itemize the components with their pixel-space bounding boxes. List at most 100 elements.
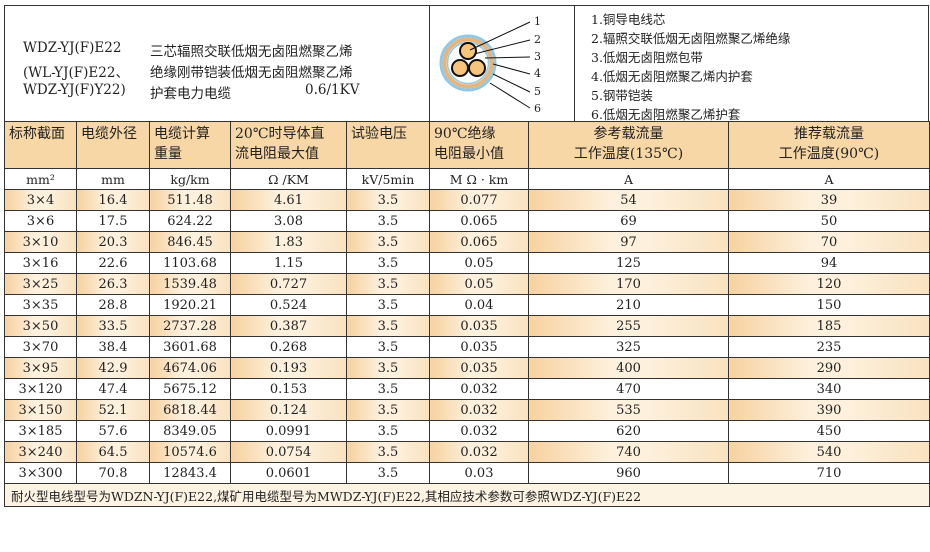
- table-cell: 3.5: [346, 252, 430, 274]
- table-row: 3×300 70.8 12843.4 0.0601 3.5 0.03 960 710: [4, 462, 930, 484]
- table-cell: 0.05: [429, 252, 529, 274]
- table-cell: 340: [728, 378, 930, 400]
- header-line: 重量: [154, 146, 182, 162]
- model-line: WDZ-YJ(F)Y22): [23, 82, 126, 98]
- table-row: 3×16 22.6 1103.68 1.15 3.5 0.05 125 94: [4, 252, 930, 274]
- table-cell: 1.83: [230, 231, 347, 253]
- table-cell: 22.6: [76, 252, 150, 274]
- table-cell: 0.032: [429, 441, 529, 463]
- description-line: 三芯辐照交联低烟无卤阻燃聚乙烯: [150, 44, 353, 60]
- table-cell: 6818.44: [149, 399, 231, 421]
- table-cell: 0.035: [429, 315, 529, 337]
- model-block: WDZ-YJ(F)E22 (WL-YJ(F)E22、 WDZ-YJ(F)Y22)…: [5, 6, 430, 122]
- unit-cell: M Ω · km: [429, 168, 529, 190]
- table-cell: 3.5: [346, 441, 430, 463]
- table-cell: 400: [528, 357, 729, 379]
- table-cell: 17.5: [76, 210, 150, 232]
- table-cell: 39: [728, 189, 930, 211]
- table-cell: 125: [528, 252, 729, 274]
- table-row: 3×240 64.5 10574.6 0.0754 3.5 0.032 740 540: [4, 441, 930, 463]
- callout-6: 6: [534, 102, 541, 115]
- column-header: 参考载流量 工作温度(135℃): [528, 121, 729, 169]
- unit-cell: Ω /KM: [230, 168, 347, 190]
- table-cell: 0.124: [230, 399, 347, 421]
- legend-item: 2.辐照交联低烟无卤阻燃聚乙烯绝缘: [591, 31, 791, 46]
- column-header: 标称截面: [4, 121, 77, 169]
- cable-cross-section-diagram: 1 2 3 4 5 6: [430, 6, 575, 122]
- table-cell: 0.04: [429, 294, 529, 316]
- table-cell: 290: [728, 357, 930, 379]
- table-cell: 3.5: [346, 315, 430, 337]
- legend-item: 6.低烟无卤阻燃聚乙烯护套: [591, 107, 741, 122]
- table-cell: 3.5: [346, 399, 430, 421]
- callout-4: 4: [534, 67, 541, 80]
- voltage-rating: 0.6/1KV: [305, 82, 360, 98]
- table-cell: 210: [528, 294, 729, 316]
- table-cell: 4.61: [230, 189, 347, 211]
- table-cell: 325: [528, 336, 729, 358]
- steel-armour: [442, 37, 494, 89]
- unit-cell: mm: [76, 168, 150, 190]
- table-cell: 3×120: [4, 378, 77, 400]
- table-cell: 3×95: [4, 357, 77, 379]
- table-cell: 3×150: [4, 399, 77, 421]
- table-cell: 70: [728, 231, 930, 253]
- table-cell: 50: [728, 210, 930, 232]
- callout-2: 2: [534, 33, 541, 46]
- table-cell: 150: [728, 294, 930, 316]
- table-cell: 26.3: [76, 273, 150, 295]
- table-cell: 3×25: [4, 273, 77, 295]
- table-cell: 2737.28: [149, 315, 231, 337]
- table-row: 3×6 17.5 624.22 3.08 3.5 0.065 69 50: [4, 210, 930, 232]
- footer-note: 耐火型电线型号为WDZN-YJ(F)E22,煤矿用电缆型号为MWDZ-YJ(F)…: [4, 483, 930, 507]
- table-cell: 3.08: [230, 210, 347, 232]
- table-row: 3×50 33.5 2737.28 0.387 3.5 0.035 255 185: [4, 315, 930, 337]
- table-cell: 1.15: [230, 252, 347, 274]
- table-row: 3×95 42.9 4674.06 0.193 3.5 0.035 400 290: [4, 357, 930, 379]
- legend-item: 1.铜导电线芯: [591, 12, 666, 27]
- table-cell: 3.5: [346, 273, 430, 295]
- table-cell: 3×70: [4, 336, 77, 358]
- table-cell: 235: [728, 336, 930, 358]
- table-cell: 3.5: [346, 378, 430, 400]
- table-cell: 52.1: [76, 399, 150, 421]
- table-cell: 0.035: [429, 336, 529, 358]
- column-header: 推荐载流量 工作温度(90℃): [728, 121, 930, 169]
- table-cell: 8349.05: [149, 420, 231, 442]
- table-row: 3×10 20.3 846.45 1.83 3.5 0.065 97 70: [4, 231, 930, 253]
- unit-cell: kV/5min: [346, 168, 430, 190]
- conductor-core: [468, 59, 486, 77]
- units-row: mm² mm kg/km Ω /KM kV/5min M Ω · km A A: [4, 168, 930, 190]
- unit-cell: A: [528, 168, 729, 190]
- table-cell: 0.153: [230, 378, 347, 400]
- footer-note-row: 耐火型电线型号为WDZN-YJ(F)E22,煤矿用电缆型号为MWDZ-YJ(F)…: [4, 483, 930, 507]
- table-cell: 511.48: [149, 189, 231, 211]
- table-cell: 4674.06: [149, 357, 231, 379]
- table-cell: 3×240: [4, 441, 77, 463]
- table-cell: 16.4: [76, 189, 150, 211]
- table-cell: 69: [528, 210, 729, 232]
- table-cell: 390: [728, 399, 930, 421]
- table-cell: 1920.21: [149, 294, 231, 316]
- model-line: (WL-YJ(F)E22、: [23, 65, 129, 81]
- table-row: 3×25 26.3 1539.48 0.727 3.5 0.05 170 120: [4, 273, 930, 295]
- unit-cell: kg/km: [149, 168, 231, 190]
- table-cell: 3.5: [346, 210, 430, 232]
- column-header: 20℃时导体直 流电阻最大值: [230, 121, 347, 169]
- table-cell: 3.5: [346, 294, 430, 316]
- table-cell: 0.0991: [230, 420, 347, 442]
- callout-3: 3: [534, 50, 541, 63]
- table-cell: 540: [728, 441, 930, 463]
- table-cell: 0.268: [230, 336, 347, 358]
- table-cell: 620: [528, 420, 729, 442]
- table-cell: 710: [728, 462, 930, 484]
- table-cell: 0.03: [429, 462, 529, 484]
- header-line: 标称截面: [9, 126, 65, 142]
- header-line: 试验电压: [351, 126, 407, 142]
- conductor-core: [459, 42, 477, 60]
- table-cell: 846.45: [149, 231, 231, 253]
- table-cell: 0.032: [429, 420, 529, 442]
- table-row: 3×35 28.8 1920.21 0.524 3.5 0.04 210 150: [4, 294, 930, 316]
- table-cell: 0.05: [429, 273, 529, 295]
- table-row: 3×4 16.4 511.48 4.61 3.5 0.077 54 39: [4, 189, 930, 211]
